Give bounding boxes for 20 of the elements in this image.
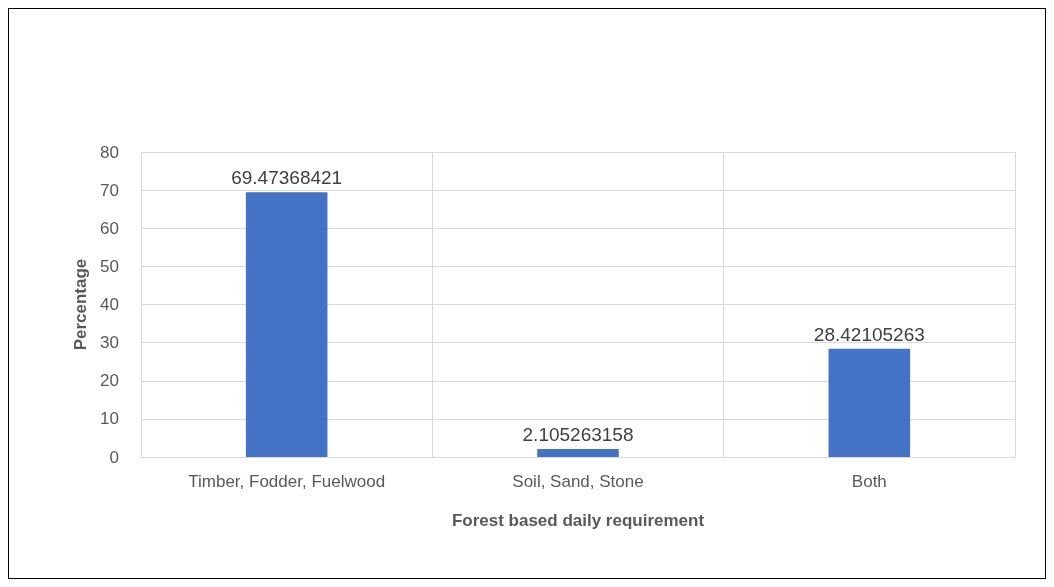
y-tick-label: 60 — [100, 218, 119, 238]
x-tick-label: Both — [851, 472, 887, 491]
y-tick-label: 20 — [100, 371, 119, 391]
y-tick-label: 0 — [109, 447, 119, 467]
y-tick-label: 10 — [100, 409, 119, 429]
y-tick-label: 80 — [100, 142, 119, 162]
bar — [537, 448, 619, 457]
y-tick-label: 50 — [100, 256, 119, 276]
bar — [245, 192, 328, 457]
y-tick-label: 70 — [100, 180, 119, 200]
y-tick-label: 30 — [100, 333, 119, 353]
data-label: 69.47368421 — [231, 167, 343, 189]
data-label: 2.105263158 — [522, 423, 634, 445]
y-tick-label: 40 — [100, 295, 119, 314]
data-label: 28.42105263 — [813, 323, 925, 345]
bar — [828, 348, 911, 457]
y-axis-title: Percentage — [71, 258, 90, 351]
x-axis-title: Forest based daily requirement — [451, 511, 705, 530]
x-tick-label: Timber, Fodder, Fuelwood — [188, 472, 386, 491]
x-tick-label: Soil, Sand, Stone — [512, 472, 644, 491]
